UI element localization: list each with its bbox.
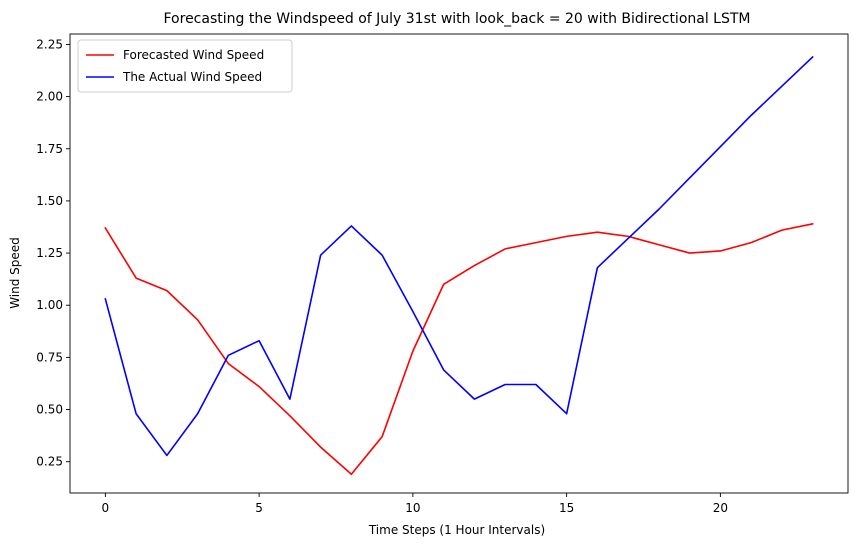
y-tick-label: 2.25 [36,37,63,51]
y-tick-label: 0.50 [36,403,63,417]
y-tick-label: 1.25 [36,246,63,260]
x-tick-label: 0 [102,501,110,515]
y-tick-label: 1.75 [36,142,63,156]
legend-label-2: The Actual Wind Speed [122,70,262,84]
y-axis-label: Wind Speed [8,237,22,309]
axes: 0 5 10 15 20 0.25 0.50 0.75 1.00 1.25 1.50 1.75 2.00… [36,33,849,515]
x-axis-label: Time Steps (1 Hour Intervals) [368,523,545,537]
x-tick-label: 20 [713,501,728,515]
chart-title: Forecasting the Windspeed of July 31st w… [164,11,751,27]
y-tick-label: 0.25 [36,455,63,469]
x-tick-label: 10 [405,501,420,515]
y-tick-label: 0.75 [36,350,63,364]
legend: Forecasted Wind Speed The Actual Wind Spe… [77,39,293,93]
y-tick-label: 1.00 [36,298,63,312]
plot-area [104,55,814,476]
axes-frame [69,33,849,494]
y-tick-label: 1.50 [36,194,63,208]
x-tick-label: 5 [255,501,263,515]
legend-label-1: Forecasted Wind Speed [123,48,264,62]
y-tick-label: 2.00 [36,90,63,104]
series-line-2 [104,55,814,457]
legend-box [77,39,293,93]
series-line-1 [104,222,814,476]
x-tick-label: 15 [559,501,574,515]
